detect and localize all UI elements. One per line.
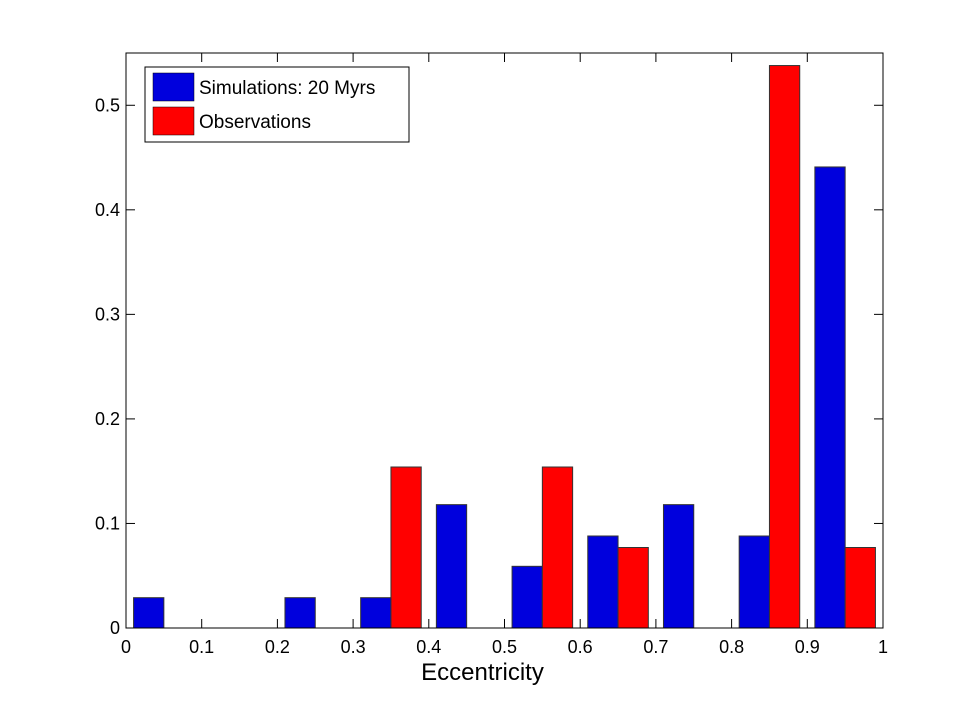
x-tick-label: 0.9 — [795, 637, 820, 657]
bar-simulations-20-myrs-2 — [284, 597, 316, 629]
legend-label-simulations: Simulations: 20 Myrs — [199, 78, 375, 99]
x-tick-label: 0.4 — [416, 637, 441, 657]
bar-simulations-20-myrs-6 — [587, 535, 619, 629]
legend-label-observations: Observations — [199, 112, 311, 133]
x-tick-label: 0.3 — [341, 637, 366, 657]
bar-simulations-20-myrs-7 — [662, 504, 695, 629]
legend: Simulations: 20 Myrs Observations — [144, 66, 410, 143]
bar-simulations-20-myrs-3 — [360, 597, 392, 629]
bar-observations-9 — [844, 547, 876, 629]
x-tick-label: 0.5 — [492, 637, 517, 657]
bar-simulations-20-myrs-5 — [511, 565, 543, 629]
bar-simulations-20-myrs-4 — [435, 504, 468, 629]
x-tick-label: 0 — [121, 637, 131, 657]
bar-simulations-20-myrs-8 — [738, 535, 770, 629]
axis-ticks: 0 0.1 0.2 0.3 0.4 0.5 0.6 0.7 0.8 0.9 1 0 0.1 0.2 0.3 0… — [95, 53, 888, 657]
bar-observations-3 — [390, 466, 422, 629]
bar-observations-5 — [541, 466, 574, 629]
x-tick-label: 0.7 — [643, 637, 668, 657]
bar-simulations-20-myrs-9 — [814, 166, 846, 629]
bars-layer — [133, 65, 876, 629]
y-tick-label: 0.5 — [95, 95, 120, 115]
bar-simulations-20-myrs-0 — [133, 597, 165, 629]
legend-swatch-simulations — [152, 72, 195, 102]
x-tick-label: 0.8 — [719, 637, 744, 657]
x-tick-label: 0.6 — [568, 637, 593, 657]
x-tick-label: 1 — [878, 637, 888, 657]
bar-observations-6 — [617, 547, 649, 629]
y-tick-label: 0 — [110, 618, 120, 638]
x-axis-title: Eccentricity — [421, 659, 544, 686]
y-tick-label: 0.2 — [95, 409, 120, 429]
legend-swatch-observations — [152, 106, 195, 136]
x-tick-label: 0.2 — [265, 637, 290, 657]
y-tick-label: 0.1 — [95, 513, 120, 533]
y-tick-label: 0.3 — [95, 304, 120, 324]
bar-observations-8 — [768, 65, 801, 629]
y-tick-label: 0.4 — [95, 200, 120, 220]
x-tick-label: 0.1 — [189, 637, 214, 657]
